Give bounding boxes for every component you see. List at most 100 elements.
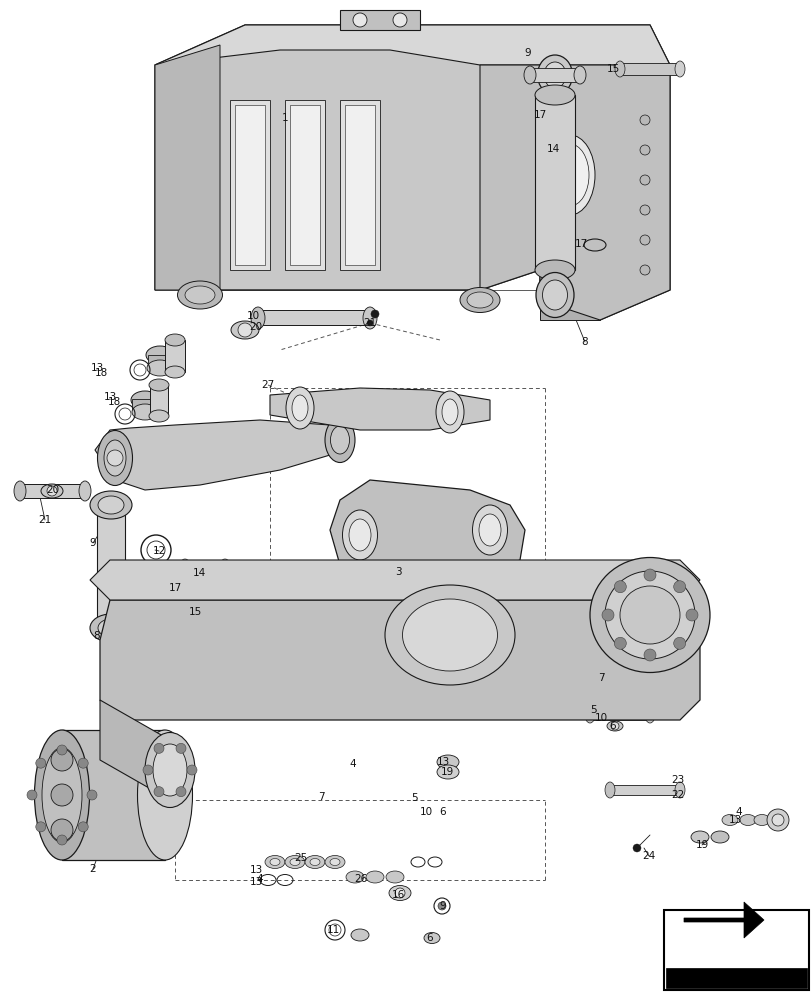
- Text: 9: 9: [439, 901, 446, 911]
- Circle shape: [639, 175, 649, 185]
- Ellipse shape: [147, 360, 173, 376]
- Ellipse shape: [251, 307, 264, 329]
- Text: 7: 7: [317, 792, 324, 802]
- Circle shape: [685, 609, 697, 621]
- Circle shape: [639, 205, 649, 215]
- Ellipse shape: [329, 858, 340, 865]
- Text: 6: 6: [426, 933, 433, 943]
- Text: 4: 4: [735, 807, 741, 817]
- Ellipse shape: [721, 814, 737, 825]
- Polygon shape: [539, 270, 599, 320]
- Text: 5: 5: [411, 793, 418, 803]
- Ellipse shape: [542, 280, 567, 310]
- Text: 21: 21: [38, 515, 52, 525]
- Text: 6: 6: [439, 807, 446, 817]
- Ellipse shape: [423, 932, 440, 943]
- Polygon shape: [230, 100, 270, 270]
- Polygon shape: [620, 63, 679, 75]
- Ellipse shape: [460, 288, 500, 312]
- Ellipse shape: [178, 281, 222, 309]
- Ellipse shape: [534, 260, 574, 280]
- Ellipse shape: [544, 135, 594, 215]
- Circle shape: [394, 888, 405, 898]
- Text: 15: 15: [606, 64, 619, 74]
- Ellipse shape: [79, 481, 91, 501]
- Circle shape: [87, 790, 97, 800]
- Circle shape: [27, 790, 37, 800]
- Polygon shape: [150, 385, 168, 416]
- Circle shape: [639, 145, 649, 155]
- Ellipse shape: [285, 855, 305, 868]
- Ellipse shape: [535, 272, 573, 318]
- Ellipse shape: [97, 430, 132, 486]
- Ellipse shape: [543, 62, 565, 88]
- Polygon shape: [20, 484, 85, 498]
- Ellipse shape: [607, 721, 622, 731]
- Circle shape: [187, 765, 197, 775]
- Ellipse shape: [305, 855, 324, 868]
- Text: 11: 11: [326, 925, 339, 935]
- Ellipse shape: [145, 732, 195, 807]
- Polygon shape: [329, 480, 525, 580]
- Ellipse shape: [42, 747, 82, 842]
- Ellipse shape: [537, 55, 572, 95]
- Ellipse shape: [674, 782, 684, 798]
- Circle shape: [643, 569, 655, 581]
- Ellipse shape: [690, 831, 708, 843]
- Ellipse shape: [753, 814, 769, 825]
- Ellipse shape: [766, 809, 788, 831]
- Text: 20: 20: [249, 322, 262, 332]
- Ellipse shape: [436, 755, 458, 769]
- Circle shape: [639, 115, 649, 125]
- Polygon shape: [90, 560, 699, 600]
- Polygon shape: [665, 968, 806, 988]
- Ellipse shape: [290, 858, 299, 865]
- Ellipse shape: [131, 391, 159, 409]
- Circle shape: [353, 13, 367, 27]
- Ellipse shape: [363, 307, 376, 329]
- Circle shape: [107, 450, 122, 466]
- Ellipse shape: [330, 426, 349, 454]
- Circle shape: [601, 609, 613, 621]
- Ellipse shape: [292, 395, 307, 421]
- Ellipse shape: [264, 855, 285, 868]
- FancyBboxPatch shape: [663, 910, 808, 990]
- Ellipse shape: [285, 387, 314, 429]
- Ellipse shape: [590, 558, 709, 672]
- Polygon shape: [97, 508, 125, 625]
- Text: 21: 21: [363, 318, 376, 328]
- Text: 1: 1: [281, 113, 288, 123]
- Ellipse shape: [324, 855, 345, 868]
- Ellipse shape: [739, 814, 755, 825]
- Ellipse shape: [148, 379, 169, 391]
- Polygon shape: [100, 700, 169, 800]
- Circle shape: [154, 743, 164, 753]
- Circle shape: [57, 835, 67, 845]
- Polygon shape: [185, 598, 204, 610]
- Text: 27: 27: [261, 380, 274, 390]
- Ellipse shape: [710, 831, 728, 843]
- Ellipse shape: [98, 496, 124, 514]
- Text: 4: 4: [350, 759, 356, 769]
- Circle shape: [238, 323, 251, 337]
- Text: 20: 20: [46, 485, 59, 495]
- Polygon shape: [534, 95, 574, 270]
- Ellipse shape: [610, 704, 629, 716]
- Ellipse shape: [384, 585, 514, 685]
- Ellipse shape: [644, 707, 654, 723]
- Polygon shape: [345, 105, 375, 265]
- Ellipse shape: [51, 784, 73, 806]
- Circle shape: [614, 637, 625, 649]
- Text: 9: 9: [89, 538, 97, 548]
- Ellipse shape: [551, 144, 588, 206]
- Text: 10: 10: [594, 713, 607, 723]
- Ellipse shape: [466, 292, 492, 308]
- Ellipse shape: [614, 61, 624, 77]
- Ellipse shape: [90, 614, 132, 642]
- Ellipse shape: [573, 66, 586, 84]
- Circle shape: [78, 758, 88, 768]
- Circle shape: [639, 235, 649, 245]
- Circle shape: [78, 822, 88, 832]
- Polygon shape: [258, 310, 370, 325]
- Ellipse shape: [674, 61, 684, 77]
